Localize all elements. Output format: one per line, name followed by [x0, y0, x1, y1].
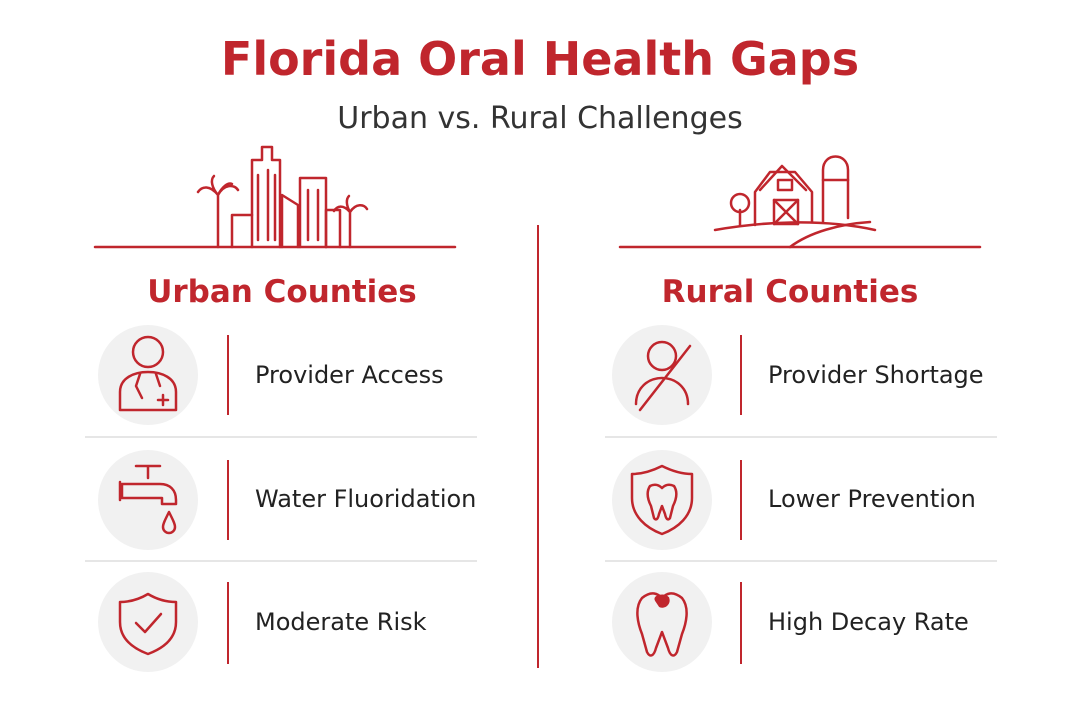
- faucet-icon-part: [120, 482, 178, 506]
- provider-icon-part: [156, 393, 170, 407]
- shield-check-icon-part: [134, 612, 163, 634]
- barn-icon: [618, 155, 982, 249]
- shield-check-icon: [118, 592, 178, 656]
- barn-icon-part: [772, 198, 800, 226]
- shield-tooth-icon-part: [646, 483, 678, 521]
- column-heading: Rural Counties: [662, 274, 919, 310]
- skyline-icon: [93, 145, 457, 249]
- skyline-icon-part: [280, 193, 300, 249]
- faucet-icon-part: [134, 464, 162, 480]
- decay-tooth-icon-part: [654, 594, 670, 608]
- barn-icon-part: [821, 155, 850, 224]
- barn-icon-part: [729, 192, 751, 214]
- icon-bubble: [612, 325, 712, 425]
- barn-icon-part: [788, 220, 872, 249]
- skyline-icon-part: [332, 194, 369, 249]
- skyline-icon-part: [196, 174, 240, 249]
- barn-icon-part: [772, 198, 800, 226]
- faucet-icon: [118, 464, 178, 535]
- skyline-icon-part: [256, 168, 277, 242]
- no-provider-icon-part: [638, 344, 692, 412]
- column-heading: Urban Counties: [147, 274, 417, 310]
- provider-icon-part: [134, 372, 162, 400]
- item-label: Provider Access: [255, 361, 444, 389]
- icon-bubble: [98, 572, 198, 672]
- shield-tooth-icon-part: [630, 464, 694, 536]
- item-label: Provider Shortage: [768, 361, 984, 389]
- skyline-icon-part: [230, 213, 254, 249]
- barn-icon-part: [776, 178, 794, 192]
- provider-icon-part: [131, 335, 165, 369]
- shield-tooth-icon: [630, 464, 694, 536]
- item-label: High Decay Rate: [768, 608, 969, 636]
- provider-icon-part: [118, 370, 178, 412]
- subtitle: Urban vs. Rural Challenges: [337, 101, 742, 136]
- barn-icon-part: [753, 170, 814, 227]
- item-label: Lower Prevention: [768, 485, 976, 513]
- faucet-icon-part: [161, 510, 177, 535]
- skyline-icon-part: [250, 145, 282, 249]
- decay-tooth-icon: [636, 592, 688, 657]
- barn-icon-part: [758, 164, 808, 192]
- skyline-icon-part: [324, 208, 342, 249]
- provider-icon: [118, 335, 178, 412]
- shield-check-icon-part: [118, 592, 178, 656]
- item-label: Moderate Risk: [255, 608, 427, 636]
- skyline-icon-part: [298, 176, 328, 249]
- barn-icon-part: [713, 221, 877, 232]
- title: Florida Oral Health Gaps: [221, 32, 859, 86]
- icon-bubble: [612, 572, 712, 672]
- icon-bubble: [98, 325, 198, 425]
- skyline-icon-part: [306, 188, 320, 242]
- no-provider-icon-part: [646, 340, 678, 372]
- no-provider-icon: [634, 340, 692, 412]
- item-label: Water Fluoridation: [255, 485, 476, 513]
- icon-bubble: [98, 450, 198, 550]
- no-provider-icon-part: [634, 376, 690, 406]
